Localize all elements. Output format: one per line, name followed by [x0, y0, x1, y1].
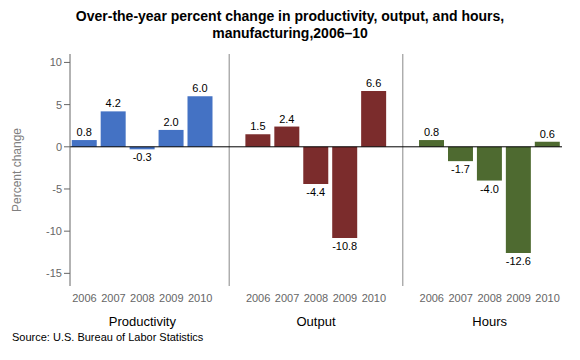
svg-text:-10.8: -10.8 — [332, 240, 357, 252]
svg-text:-15: -15 — [46, 267, 62, 279]
svg-text:-4.4: -4.4 — [306, 186, 325, 198]
svg-text:2008: 2008 — [477, 292, 501, 304]
svg-text:2010: 2010 — [535, 292, 559, 304]
svg-text:1.5: 1.5 — [250, 120, 265, 132]
svg-text:2007: 2007 — [101, 292, 125, 304]
svg-text:2007: 2007 — [448, 292, 472, 304]
svg-text:-1.7: -1.7 — [451, 163, 470, 175]
svg-text:0: 0 — [56, 141, 62, 153]
svg-text:2006: 2006 — [246, 292, 270, 304]
svg-text:2009: 2009 — [333, 292, 357, 304]
svg-text:10: 10 — [50, 56, 62, 68]
html-text:Source: U.S. Bureau of Labor S: Source: U.S. Bureau of Labor Statistics — [12, 331, 204, 343]
svg-text:Output: Output — [296, 314, 335, 329]
html-text:Over-the-year percent change i: Over-the-year percent change in producti… — [75, 8, 505, 41]
svg-text:2009: 2009 — [159, 292, 183, 304]
svg-text:0.6: 0.6 — [540, 128, 555, 140]
svg-text:2006: 2006 — [420, 292, 444, 304]
svg-text:-4.0: -4.0 — [480, 183, 499, 195]
svg-text:2010: 2010 — [188, 292, 212, 304]
svg-text:2010: 2010 — [362, 292, 386, 304]
svg-text:2009: 2009 — [506, 292, 530, 304]
svg-text:-0.3: -0.3 — [133, 151, 152, 163]
svg-text:4.2: 4.2 — [106, 97, 121, 109]
svg-text:0.8: 0.8 — [77, 126, 92, 138]
svg-text:0.8: 0.8 — [424, 126, 439, 138]
svg-text:5: 5 — [56, 99, 62, 111]
svg-text:2007: 2007 — [275, 292, 299, 304]
svg-text:-5: -5 — [52, 183, 62, 195]
svg-text:6.6: 6.6 — [366, 77, 381, 89]
svg-text:-12.6: -12.6 — [506, 255, 531, 267]
svg-text:2.0: 2.0 — [163, 116, 178, 128]
svg-text:Hours: Hours — [472, 314, 507, 329]
svg-text:2008: 2008 — [130, 292, 154, 304]
svg-text:2006: 2006 — [72, 292, 96, 304]
svg-text:6.0: 6.0 — [192, 82, 207, 94]
svg-text:2.4: 2.4 — [279, 113, 294, 125]
svg-text:2008: 2008 — [304, 292, 328, 304]
svg-text:Percent change: Percent change — [10, 128, 24, 212]
svg-text:-10: -10 — [46, 225, 62, 237]
svg-text:Productivity: Productivity — [109, 314, 177, 329]
